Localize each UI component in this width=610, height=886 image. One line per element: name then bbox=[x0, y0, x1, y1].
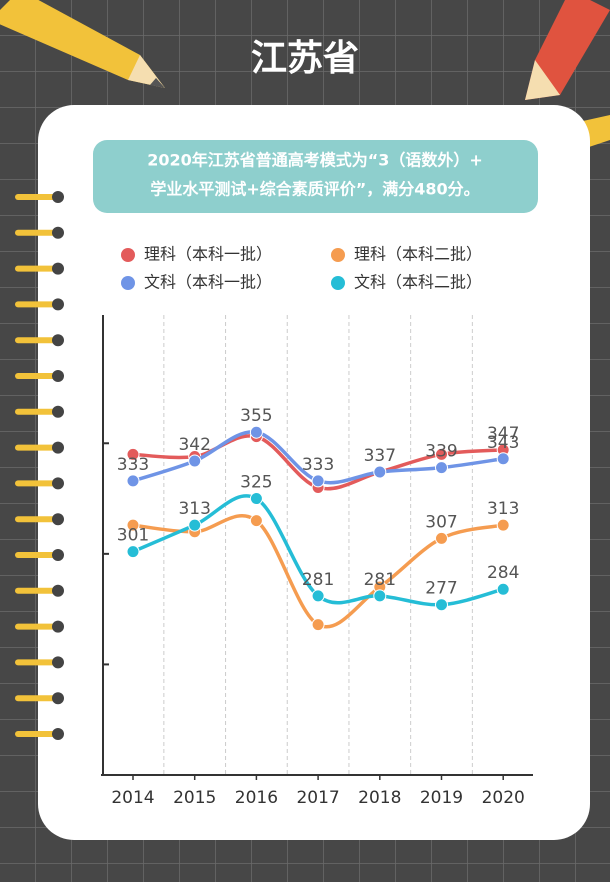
data-label: 325 bbox=[240, 473, 272, 493]
data-point bbox=[311, 474, 325, 488]
x-tick-label: 2019 bbox=[420, 788, 463, 808]
data-point bbox=[435, 531, 448, 545]
data-point bbox=[126, 474, 140, 488]
data-point bbox=[126, 447, 140, 461]
data-label: 337 bbox=[364, 446, 396, 466]
data-point bbox=[496, 582, 510, 596]
data-label: 347 bbox=[487, 424, 519, 444]
ring-hole bbox=[52, 656, 64, 669]
x-tick-label: 2016 bbox=[235, 788, 278, 808]
data-point bbox=[249, 514, 263, 528]
note-box bbox=[93, 140, 538, 213]
data-label: 333 bbox=[117, 455, 149, 475]
data-point bbox=[188, 518, 202, 532]
data-label: 343 bbox=[487, 433, 519, 453]
legend-swatch bbox=[331, 248, 345, 262]
note-line: 2020年江苏省普通高考模式为“3（语数外）+ bbox=[147, 151, 483, 170]
data-label: 342 bbox=[178, 435, 210, 455]
data-point bbox=[188, 454, 202, 468]
ring-hole bbox=[52, 584, 64, 597]
page-title: 江苏省 bbox=[251, 38, 359, 79]
legend-swatch bbox=[121, 276, 135, 290]
data-label: 313 bbox=[487, 499, 519, 519]
legend-label: 文科（本科二批） bbox=[354, 273, 482, 292]
legend-swatch bbox=[331, 276, 345, 290]
data-point bbox=[126, 545, 140, 559]
data-label: 284 bbox=[487, 563, 519, 583]
data-point bbox=[435, 598, 448, 612]
data-point bbox=[496, 452, 510, 466]
ring-hole bbox=[52, 549, 64, 561]
ring-hole bbox=[52, 262, 64, 275]
x-tick-label: 2014 bbox=[111, 788, 154, 808]
data-label: 281 bbox=[364, 570, 396, 590]
x-tick-label: 2015 bbox=[173, 788, 216, 808]
ring-hole bbox=[52, 441, 64, 454]
data-point bbox=[435, 447, 448, 461]
note-line: 学业水平测试+综合素质评价”，满分480分。 bbox=[150, 180, 479, 199]
legend-label: 理科（本科二批） bbox=[354, 245, 482, 264]
ring-hole bbox=[52, 477, 64, 490]
ring-hole bbox=[52, 226, 64, 239]
ring-hole bbox=[52, 620, 64, 633]
card bbox=[38, 105, 590, 840]
legend-swatch bbox=[121, 248, 135, 262]
data-label: 277 bbox=[425, 579, 457, 599]
data-label: 301 bbox=[117, 526, 149, 546]
ring-hole bbox=[52, 298, 64, 311]
ring-hole bbox=[52, 334, 64, 347]
data-point bbox=[311, 618, 325, 632]
data-point bbox=[435, 461, 448, 475]
x-tick-label: 2020 bbox=[482, 788, 525, 808]
ring-hole bbox=[52, 370, 64, 382]
x-tick-label: 2018 bbox=[358, 788, 401, 808]
data-label: 355 bbox=[240, 406, 272, 426]
chart: 2014 2015 2016 2017 2018 2019 2020 理科（本科一批） 理科（本… bbox=[101, 245, 533, 808]
legend-label: 文科（本科一批） bbox=[144, 273, 272, 292]
legend-label: 理科（本科一批） bbox=[144, 245, 272, 264]
data-point bbox=[126, 518, 140, 532]
data-point bbox=[311, 589, 325, 603]
data-label: 339 bbox=[425, 442, 457, 462]
ring-hole bbox=[52, 728, 64, 740]
data-point bbox=[373, 589, 387, 603]
data-label: 333 bbox=[302, 455, 334, 475]
data-label: 313 bbox=[178, 499, 210, 519]
spiral-rings bbox=[15, 191, 64, 740]
ring-hole bbox=[52, 191, 64, 203]
data-label: 307 bbox=[425, 512, 457, 532]
ring-hole bbox=[52, 692, 64, 705]
x-tick-label: 2017 bbox=[296, 788, 339, 808]
ring-hole bbox=[52, 405, 64, 418]
data-label: 281 bbox=[302, 570, 334, 590]
pencil-left bbox=[0, 0, 165, 88]
data-point bbox=[249, 492, 263, 506]
ring-hole bbox=[52, 513, 64, 526]
data-point bbox=[373, 465, 387, 479]
data-point bbox=[496, 518, 510, 532]
data-point bbox=[249, 425, 263, 439]
